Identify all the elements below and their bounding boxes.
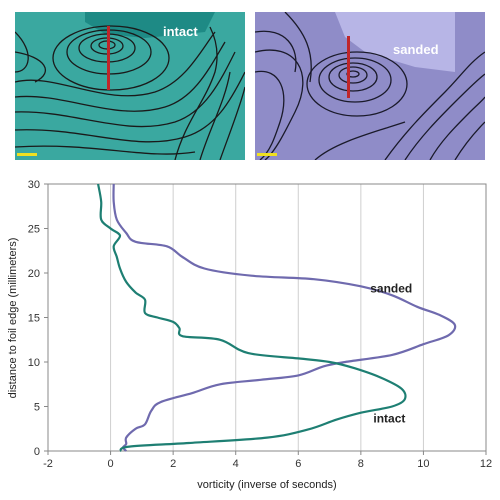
sanded-streamline-drawing bbox=[255, 12, 485, 160]
y-tick-label: 0 bbox=[34, 446, 40, 458]
series-sanded-line bbox=[112, 183, 457, 452]
x-tick-label: 10 bbox=[417, 458, 429, 470]
grid-layer bbox=[110, 184, 424, 451]
sanded-scale-bar bbox=[257, 153, 277, 156]
intact-panel-label: intact bbox=[163, 24, 198, 39]
intact-scale-bar bbox=[17, 153, 37, 156]
annotation-layer: sanded intact bbox=[370, 282, 412, 426]
y-ticks: 0 5 10 15 20 25 30 bbox=[28, 179, 48, 458]
series-layer bbox=[97, 183, 457, 452]
x-tick-label: 8 bbox=[358, 458, 364, 470]
plot-frame bbox=[47, 183, 487, 452]
y-tick-label: 5 bbox=[34, 402, 40, 414]
x-tick-label: 6 bbox=[295, 458, 301, 470]
x-axis-title: vorticity (inverse of seconds) bbox=[197, 479, 336, 491]
series-label-intact: intact bbox=[373, 412, 405, 426]
intact-streamline-drawing bbox=[15, 12, 245, 160]
y-tick-label: 15 bbox=[28, 313, 40, 325]
y-axis-title: distance to foil edge (millimeters) bbox=[7, 238, 19, 399]
x-ticks: -2 0 2 4 6 8 10 12 bbox=[43, 451, 492, 470]
y-tick-label: 20 bbox=[28, 268, 40, 280]
x-tick-label: 2 bbox=[170, 458, 176, 470]
x-tick-label: 12 bbox=[480, 458, 492, 470]
x-tick-label: 0 bbox=[108, 458, 114, 470]
y-tick-label: 25 bbox=[28, 224, 40, 236]
sanded-flow-image: sanded bbox=[255, 12, 485, 160]
series-intact-line bbox=[97, 183, 407, 452]
x-tick-label: -2 bbox=[43, 458, 53, 470]
series-label-sanded: sanded bbox=[370, 282, 412, 296]
sanded-panel-label: sanded bbox=[393, 42, 439, 57]
intact-flow-image: intact bbox=[15, 12, 245, 160]
x-tick-label: 4 bbox=[233, 458, 239, 470]
y-tick-label: 30 bbox=[28, 179, 40, 191]
y-tick-label: 10 bbox=[28, 357, 40, 369]
